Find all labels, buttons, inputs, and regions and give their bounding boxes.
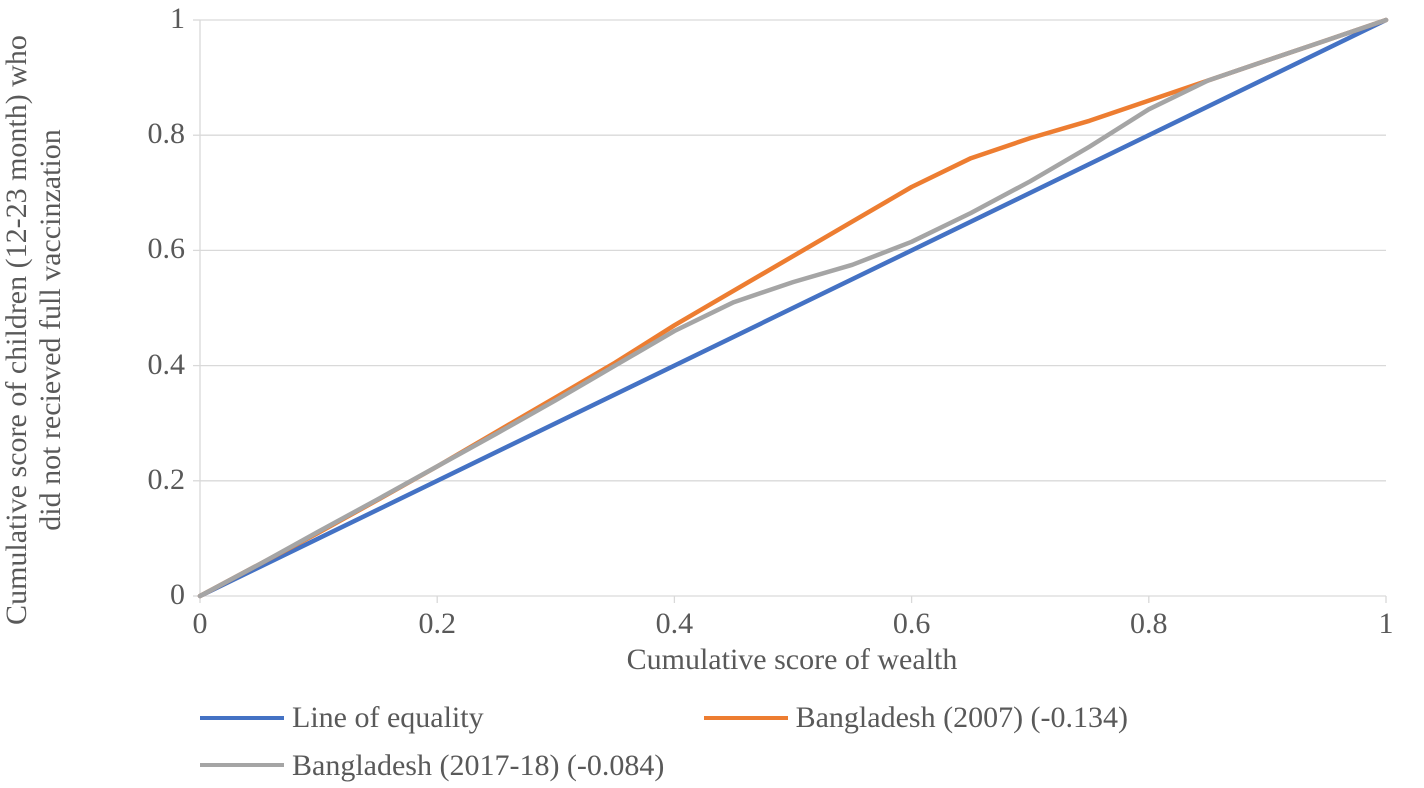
x-axis-label: Cumulative score of wealth — [200, 643, 1384, 677]
legend-label: Bangladesh (2017-18) (-0.084) — [292, 750, 664, 782]
y-tick-label: 0.8 — [105, 117, 185, 151]
legend-item-bgd2007: Bangladesh (2007) (-0.134) — [704, 702, 1128, 734]
legend-swatch — [704, 716, 788, 720]
y-tick-label: 0.6 — [105, 232, 185, 266]
legend-label: Line of equality — [292, 702, 484, 734]
y-tick-label: 0.4 — [105, 348, 185, 382]
x-tick-label: 0.2 — [397, 607, 477, 641]
y-tick-label: 1 — [105, 2, 185, 36]
legend-swatch — [200, 716, 284, 720]
legend: Line of equality Bangladesh (2007) (-0.13… — [200, 702, 1386, 781]
x-tick-label: 0 — [160, 607, 240, 641]
legend-row: Bangladesh (2017-18) (-0.084) — [200, 750, 1386, 782]
y-tick-label: 0.2 — [105, 463, 185, 497]
x-tick-label: 1 — [1346, 607, 1424, 641]
x-tick-label: 0.6 — [872, 607, 952, 641]
legend-label: Bangladesh (2007) (-0.134) — [796, 702, 1128, 734]
legend-swatch — [200, 763, 284, 767]
legend-item-bgd2017: Bangladesh (2017-18) (-0.084) — [200, 750, 664, 782]
x-tick-label: 0.8 — [1109, 607, 1189, 641]
x-tick-label: 0.4 — [634, 607, 714, 641]
legend-row: Line of equality Bangladesh (2007) (-0.13… — [200, 702, 1386, 734]
series-equality — [200, 20, 1386, 596]
legend-item-equality: Line of equality — [200, 702, 484, 734]
chart-container: Cumulative score of children (12-23 mont… — [0, 0, 1424, 788]
